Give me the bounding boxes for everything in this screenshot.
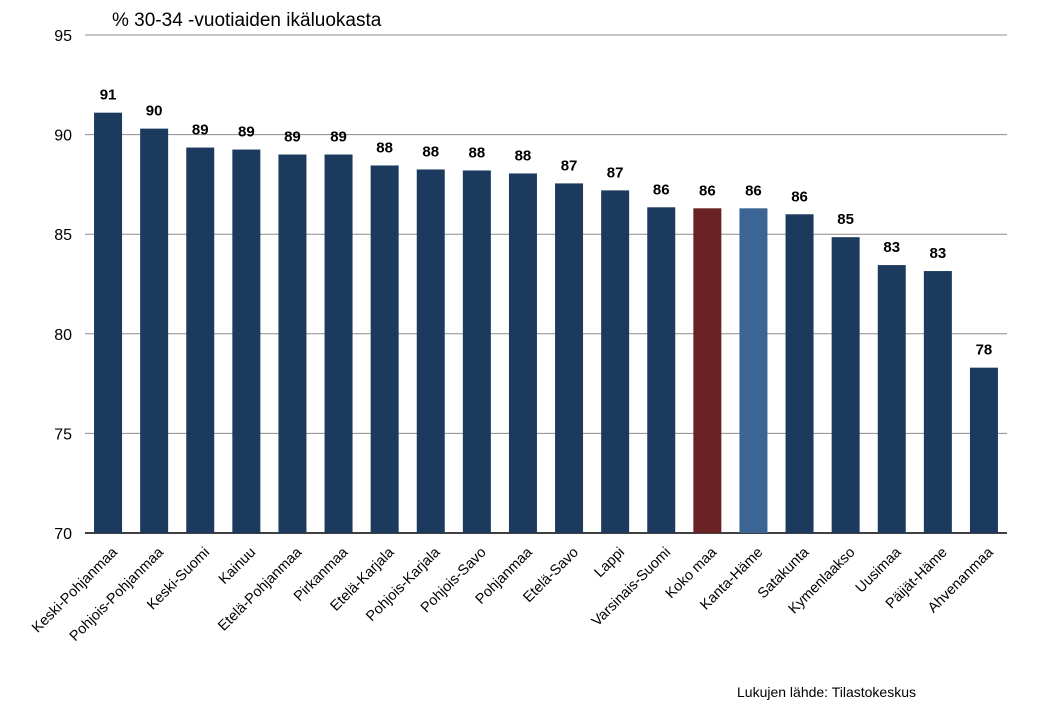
y-axis-ticks: 70 75 80 85 90 95	[54, 28, 72, 543]
bar	[923, 271, 952, 533]
bar	[462, 170, 491, 533]
x-tick-label: Lappi	[592, 545, 628, 581]
data-label: 90	[146, 103, 163, 120]
data-label: 88	[515, 147, 532, 164]
x-axis-ticks: Keski-PohjanmaaPohjois-PohjanmaaKeski-Su…	[29, 544, 997, 645]
bar	[232, 149, 261, 534]
bar	[831, 237, 860, 534]
data-label: 86	[791, 188, 808, 205]
bar	[785, 214, 814, 533]
y-tick-label: 85	[54, 227, 72, 244]
data-label: 85	[837, 211, 854, 228]
bar	[601, 190, 630, 533]
data-label: 86	[745, 182, 762, 199]
bar	[508, 173, 537, 533]
bar	[739, 208, 768, 533]
data-label: 89	[284, 129, 301, 146]
source-note: Lukujen lähde: Tilastokeskus	[737, 684, 916, 700]
bar	[647, 207, 676, 534]
data-label: 89	[238, 124, 255, 141]
x-tick-label: Etelä-Pohjanmaa	[215, 544, 306, 635]
bar	[94, 112, 123, 534]
gridlines	[85, 34, 1007, 534]
data-label: 88	[422, 143, 439, 160]
data-label: 83	[930, 245, 947, 262]
data-label: 87	[561, 157, 578, 174]
bars	[94, 112, 998, 534]
y-tick-label: 80	[54, 327, 72, 344]
data-label: 86	[699, 182, 716, 199]
bar	[140, 128, 169, 533]
data-label: 88	[469, 144, 486, 161]
y-tick-label: 95	[54, 28, 72, 45]
y-tick-label: 90	[54, 128, 72, 145]
data-label: 86	[653, 181, 670, 198]
data-labels: 91 90 89 89 89 89 88 88 88 88 87 87 86 86 86 86 85 83 83 78	[100, 87, 993, 359]
x-tick-label: Keski-Pohjanmaa	[29, 544, 121, 636]
bar	[555, 183, 584, 534]
y-tick-label: 70	[54, 526, 72, 543]
data-label: 89	[192, 122, 209, 139]
data-label: 91	[100, 87, 117, 104]
data-label: 78	[976, 342, 993, 359]
data-label: 88	[376, 139, 393, 156]
x-tick-label: Varsinais-Suomi	[589, 545, 674, 630]
chart-title: % 30-34 -vuotiaiden ikäluokasta	[112, 10, 382, 31]
bar	[693, 208, 722, 533]
y-tick-label: 75	[54, 426, 72, 443]
bar	[186, 147, 215, 533]
x-tick-label: Kainuu	[216, 545, 259, 588]
bar	[370, 165, 399, 533]
data-label: 89	[330, 129, 347, 146]
bar	[877, 265, 906, 533]
data-label: 87	[607, 164, 624, 181]
bar	[969, 367, 998, 533]
bar	[416, 169, 445, 533]
bar	[324, 154, 353, 533]
data-label: 83	[883, 239, 900, 256]
bar	[278, 154, 307, 533]
